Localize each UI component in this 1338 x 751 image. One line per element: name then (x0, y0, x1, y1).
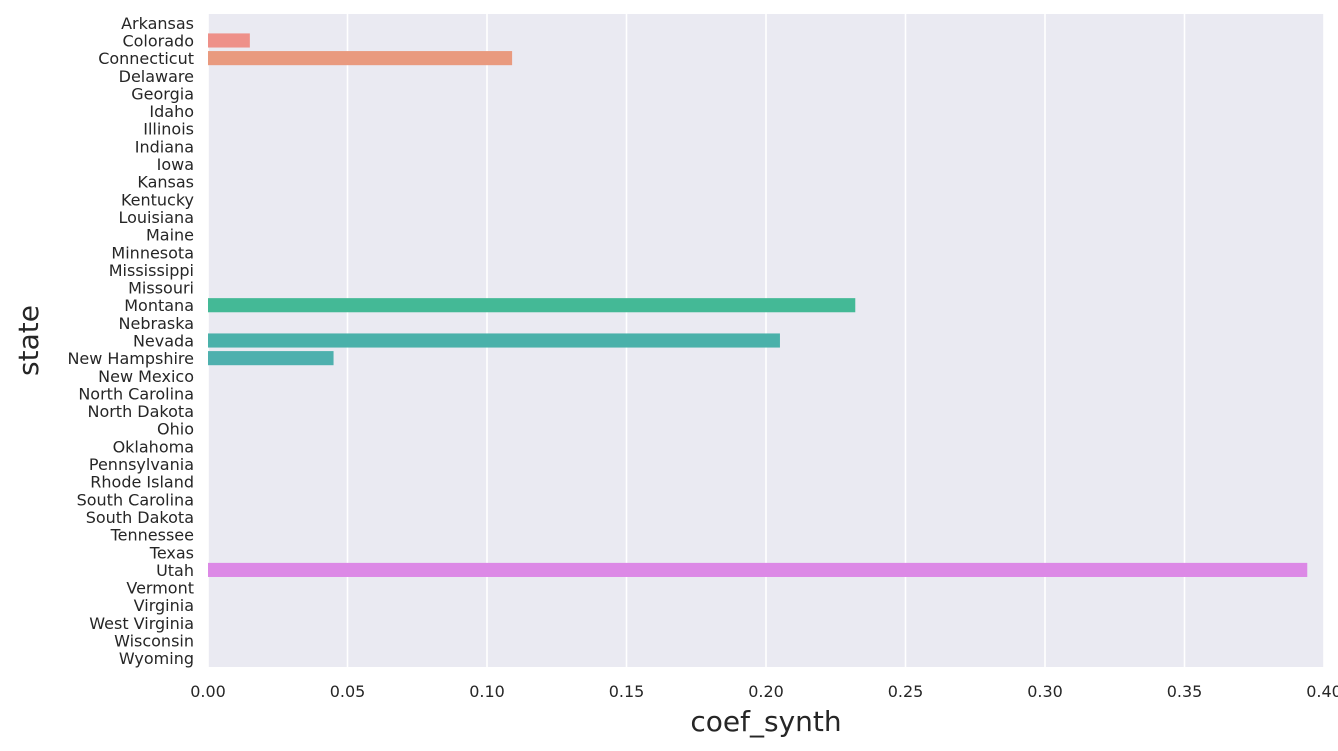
y-tick-label: Iowa (157, 155, 194, 174)
y-tick-labels: ArkansasColoradoConnecticutDelawareGeorg… (67, 14, 194, 668)
x-tick-label: 0.05 (330, 682, 366, 701)
y-tick-label: Idaho (149, 102, 194, 121)
x-tick-label: 0.35 (1167, 682, 1203, 701)
y-tick-label: Mississippi (109, 261, 194, 280)
y-tick-label: Nebraska (119, 314, 194, 333)
bar-nevada (208, 333, 780, 348)
y-tick-label: Tennessee (110, 526, 194, 545)
y-tick-label: Utah (156, 561, 194, 580)
y-tick-label: Oklahoma (113, 437, 194, 456)
y-tick-label: South Carolina (77, 490, 194, 509)
bars (208, 33, 1308, 577)
x-tick-label: 0.10 (469, 682, 505, 701)
bar-montana (208, 298, 856, 313)
y-tick-label: Pennsylvania (89, 455, 194, 474)
y-tick-label: Indiana (135, 137, 194, 156)
y-axis-title: state (12, 305, 45, 376)
y-tick-label: Vermont (126, 579, 194, 598)
y-tick-label: Ohio (157, 420, 194, 439)
y-tick-label: Missouri (128, 279, 194, 298)
y-tick-label: Minnesota (111, 243, 194, 262)
x-tick-label: 0.00 (190, 682, 226, 701)
y-tick-label: Wisconsin (114, 632, 194, 651)
y-tick-label: South Dakota (86, 508, 194, 527)
y-tick-label: Illinois (143, 120, 194, 139)
y-tick-label: Louisiana (118, 208, 194, 227)
y-tick-label: New Mexico (98, 367, 194, 386)
y-tick-label: Virginia (134, 596, 194, 615)
y-tick-label: Connecticut (98, 49, 194, 68)
y-tick-label: Colorado (122, 31, 194, 50)
y-tick-label: North Carolina (78, 384, 194, 403)
bar-new-hampshire (208, 351, 334, 366)
y-tick-label: West Virginia (89, 614, 194, 633)
x-tick-label: 0.30 (1027, 682, 1063, 701)
y-tick-label: New Hampshire (67, 349, 194, 368)
y-tick-label: Texas (149, 543, 194, 562)
y-tick-label: Kansas (137, 173, 194, 192)
y-tick-label: Nevada (133, 332, 194, 351)
x-tick-label: 0.15 (609, 682, 645, 701)
x-axis-title: coef_synth (690, 705, 841, 738)
y-tick-label: Delaware (119, 67, 194, 86)
y-tick-label: Rhode Island (90, 473, 194, 492)
y-tick-label: Montana (124, 296, 194, 315)
y-tick-label: North Dakota (87, 402, 194, 421)
y-tick-label: Arkansas (121, 14, 194, 33)
y-tick-label: Georgia (131, 84, 194, 103)
x-tick-label: 0.20 (748, 682, 784, 701)
y-tick-label: Kentucky (121, 190, 194, 209)
bar-utah (208, 562, 1308, 577)
bar-connecticut (208, 51, 513, 66)
x-tick-label: 0.40 (1306, 682, 1338, 701)
x-tick-label: 0.25 (888, 682, 924, 701)
y-tick-label: Maine (146, 226, 194, 245)
bar-colorado (208, 33, 250, 48)
x-tick-labels: 0.00 0.05 0.10 0.15 0.20 0.25 0.30 0.35 0.40 (190, 682, 1338, 701)
y-tick-label: Wyoming (119, 649, 194, 668)
